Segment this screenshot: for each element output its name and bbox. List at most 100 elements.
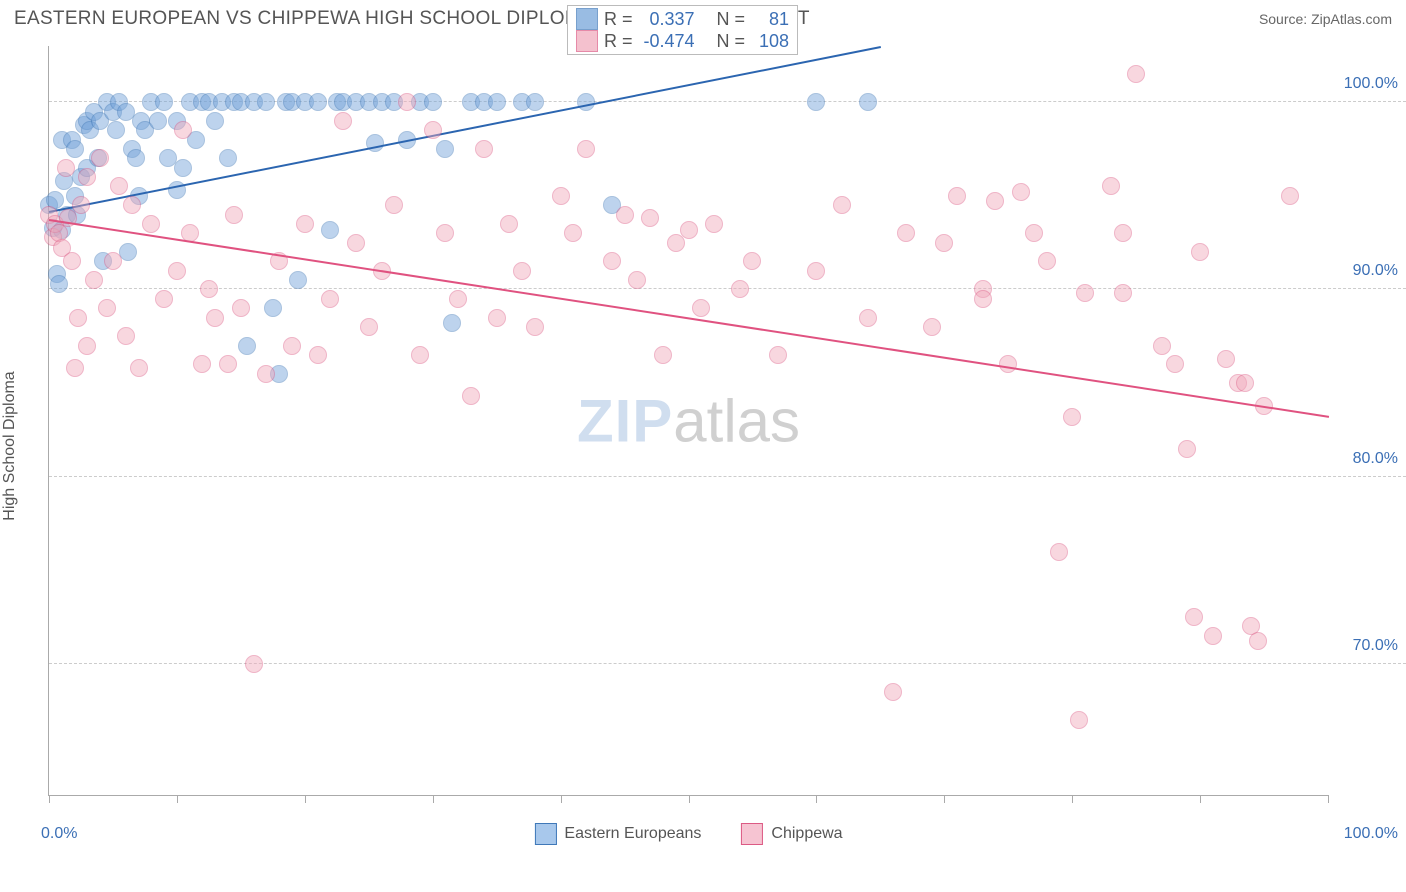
data-point [127, 149, 145, 167]
y-tick-label: 100.0% [1344, 75, 1398, 93]
x-label-min: 0.0% [41, 825, 77, 843]
legend-swatch [576, 8, 598, 30]
data-point [743, 252, 761, 270]
data-point [257, 93, 275, 111]
data-point [119, 243, 137, 261]
data-point [1236, 374, 1254, 392]
data-point [500, 215, 518, 233]
data-point [66, 140, 84, 158]
data-point [66, 359, 84, 377]
legend-label: Chippewa [771, 825, 842, 843]
x-tick [689, 795, 690, 803]
data-point [1185, 608, 1203, 626]
n-value: 81 [751, 9, 789, 30]
data-point [923, 318, 941, 336]
data-point [360, 318, 378, 336]
trend-line [49, 219, 1329, 418]
x-tick [1200, 795, 1201, 803]
legend-item: Eastern Europeans [534, 823, 701, 845]
data-point [1191, 243, 1209, 261]
data-point [219, 355, 237, 373]
n-label: N = [717, 31, 746, 52]
data-point [238, 337, 256, 355]
series-legend: Eastern Europeans Chippewa [534, 823, 842, 845]
data-point [948, 187, 966, 205]
data-point [309, 93, 327, 111]
data-point [859, 93, 877, 111]
data-point [1076, 284, 1094, 302]
plot-region: ZIPatlas 70.0%80.0%90.0%100.0%0.0%100.0%… [48, 46, 1328, 796]
data-point [897, 224, 915, 242]
watermark: ZIPatlas [577, 386, 800, 455]
x-tick [1328, 795, 1329, 803]
data-point [63, 252, 81, 270]
stats-row: R =-0.474 N =108 [576, 30, 789, 52]
data-point [1178, 440, 1196, 458]
data-point [174, 159, 192, 177]
data-point [385, 196, 403, 214]
data-point [193, 355, 211, 373]
data-point [366, 134, 384, 152]
data-point [1025, 224, 1043, 242]
legend-swatch [534, 823, 556, 845]
data-point [1127, 65, 1145, 83]
data-point [78, 168, 96, 186]
r-label: R = [604, 9, 633, 30]
data-point [149, 112, 167, 130]
data-point [104, 252, 122, 270]
data-point [603, 252, 621, 270]
chart-source: Source: ZipAtlas.com [1259, 11, 1392, 27]
r-label: R = [604, 31, 633, 52]
data-point [692, 299, 710, 317]
data-point [884, 683, 902, 701]
data-point [1012, 183, 1030, 201]
n-label: N = [717, 9, 746, 30]
data-point [424, 93, 442, 111]
x-tick [49, 795, 50, 803]
data-point [206, 309, 224, 327]
stats-row: R = 0.337 N =81 [576, 8, 789, 30]
data-point [232, 299, 250, 317]
data-point [552, 187, 570, 205]
gridline-h [49, 476, 1406, 477]
data-point [1281, 187, 1299, 205]
data-point [411, 346, 429, 364]
data-point [577, 140, 595, 158]
data-point [123, 196, 141, 214]
data-point [225, 206, 243, 224]
n-value: 108 [751, 31, 789, 52]
data-point [321, 290, 339, 308]
data-point [616, 206, 634, 224]
x-tick [816, 795, 817, 803]
data-point [1050, 543, 1068, 561]
data-point [200, 280, 218, 298]
data-point [142, 215, 160, 233]
data-point [436, 140, 454, 158]
data-point [526, 318, 544, 336]
data-point [155, 93, 173, 111]
data-point [1063, 408, 1081, 426]
data-point [206, 112, 224, 130]
data-point [296, 215, 314, 233]
x-tick [561, 795, 562, 803]
data-point [462, 387, 480, 405]
y-tick-label: 80.0% [1353, 450, 1398, 468]
data-point [833, 196, 851, 214]
y-tick-label: 90.0% [1353, 262, 1398, 280]
data-point [1038, 252, 1056, 270]
data-point [564, 224, 582, 242]
data-point [107, 121, 125, 139]
data-point [130, 359, 148, 377]
data-point [628, 271, 646, 289]
r-value: 0.337 [639, 9, 695, 30]
x-label-max: 100.0% [1344, 825, 1398, 843]
data-point [174, 121, 192, 139]
data-point [1217, 350, 1235, 368]
data-point [57, 159, 75, 177]
legend-label: Eastern Europeans [564, 825, 701, 843]
data-point [78, 337, 96, 355]
data-point [974, 290, 992, 308]
data-point [731, 280, 749, 298]
data-point [935, 234, 953, 252]
y-tick-label: 70.0% [1353, 637, 1398, 655]
